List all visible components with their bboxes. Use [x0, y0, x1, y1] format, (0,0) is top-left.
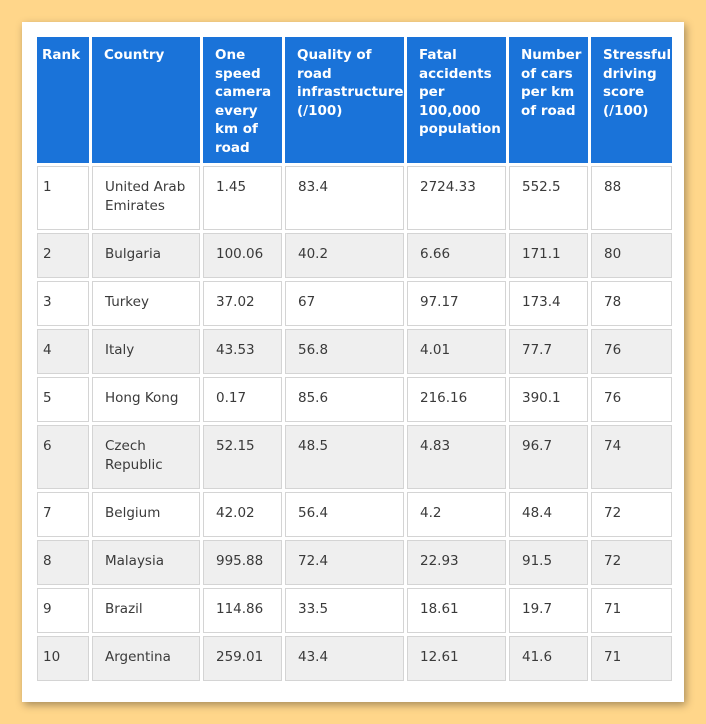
cell-country: United Arab Emirates	[92, 166, 200, 230]
cell-stress-score: 71	[591, 636, 672, 681]
cell-speed-camera: 42.02	[203, 492, 282, 537]
cell-speed-camera: 114.86	[203, 588, 282, 633]
cell-fatal-accidents: 18.61	[407, 588, 506, 633]
stressful-driving-table: Rank Country One speed camera every km o…	[34, 34, 675, 684]
cell-speed-camera: 43.53	[203, 329, 282, 374]
cell-country: Belgium	[92, 492, 200, 537]
cell-country: Italy	[92, 329, 200, 374]
cell-fatal-accidents: 4.01	[407, 329, 506, 374]
cell-fatal-accidents: 4.83	[407, 425, 506, 489]
cell-road-quality: 48.5	[285, 425, 404, 489]
table-row: 2 Bulgaria 100.06 40.2 6.66 171.1 80	[37, 233, 672, 278]
cell-fatal-accidents: 216.16	[407, 377, 506, 422]
cell-rank: 4	[37, 329, 89, 374]
cell-stress-score: 88	[591, 166, 672, 230]
cell-rank: 5	[37, 377, 89, 422]
cell-cars-per-km: 41.6	[509, 636, 588, 681]
cell-stress-score: 71	[591, 588, 672, 633]
cell-country: Turkey	[92, 281, 200, 326]
header-stress-score: Stressful driving score (/100)	[591, 37, 672, 163]
cell-country: Brazil	[92, 588, 200, 633]
cell-stress-score: 76	[591, 329, 672, 374]
header-speed-camera: One speed camera every km of road	[203, 37, 282, 163]
cell-fatal-accidents: 2724.33	[407, 166, 506, 230]
header-cars-per-km: Number of cars per km of road	[509, 37, 588, 163]
cell-speed-camera: 259.01	[203, 636, 282, 681]
cell-road-quality: 83.4	[285, 166, 404, 230]
cell-cars-per-km: 173.4	[509, 281, 588, 326]
cell-country: Czech Republic	[92, 425, 200, 489]
cell-country: Hong Kong	[92, 377, 200, 422]
cell-speed-camera: 995.88	[203, 540, 282, 585]
cell-rank: 9	[37, 588, 89, 633]
table-row: 4 Italy 43.53 56.8 4.01 77.7 76	[37, 329, 672, 374]
table-row: 9 Brazil 114.86 33.5 18.61 19.7 71	[37, 588, 672, 633]
table-row: 7 Belgium 42.02 56.4 4.2 48.4 72	[37, 492, 672, 537]
cell-speed-camera: 0.17	[203, 377, 282, 422]
cell-fatal-accidents: 4.2	[407, 492, 506, 537]
cell-country: Bulgaria	[92, 233, 200, 278]
cell-cars-per-km: 552.5	[509, 166, 588, 230]
cell-cars-per-km: 48.4	[509, 492, 588, 537]
cell-cars-per-km: 96.7	[509, 425, 588, 489]
header-road-quality: Quality of road infrastructure (/100)	[285, 37, 404, 163]
header-row: Rank Country One speed camera every km o…	[37, 37, 672, 163]
table-row: 6 Czech Republic 52.15 48.5 4.83 96.7 74	[37, 425, 672, 489]
cell-speed-camera: 1.45	[203, 166, 282, 230]
cell-speed-camera: 37.02	[203, 281, 282, 326]
cell-country: Malaysia	[92, 540, 200, 585]
cell-road-quality: 43.4	[285, 636, 404, 681]
cell-fatal-accidents: 6.66	[407, 233, 506, 278]
cell-cars-per-km: 19.7	[509, 588, 588, 633]
cell-cars-per-km: 171.1	[509, 233, 588, 278]
cell-cars-per-km: 390.1	[509, 377, 588, 422]
cell-rank: 7	[37, 492, 89, 537]
cell-rank: 1	[37, 166, 89, 230]
cell-rank: 3	[37, 281, 89, 326]
header-country: Country	[92, 37, 200, 163]
cell-stress-score: 80	[591, 233, 672, 278]
header-rank: Rank	[37, 37, 89, 163]
header-fatal-accidents: Fatal accidents per 100,000 population	[407, 37, 506, 163]
cell-cars-per-km: 77.7	[509, 329, 588, 374]
cell-fatal-accidents: 12.61	[407, 636, 506, 681]
table-row: 8 Malaysia 995.88 72.4 22.93 91.5 72	[37, 540, 672, 585]
cell-rank: 2	[37, 233, 89, 278]
cell-stress-score: 72	[591, 540, 672, 585]
cell-fatal-accidents: 22.93	[407, 540, 506, 585]
cell-road-quality: 33.5	[285, 588, 404, 633]
cell-road-quality: 72.4	[285, 540, 404, 585]
cell-fatal-accidents: 97.17	[407, 281, 506, 326]
cell-road-quality: 67	[285, 281, 404, 326]
cell-cars-per-km: 91.5	[509, 540, 588, 585]
cell-rank: 8	[37, 540, 89, 585]
cell-rank: 10	[37, 636, 89, 681]
cell-rank: 6	[37, 425, 89, 489]
cell-road-quality: 56.4	[285, 492, 404, 537]
cell-country: Argentina	[92, 636, 200, 681]
cell-stress-score: 74	[591, 425, 672, 489]
cell-speed-camera: 52.15	[203, 425, 282, 489]
table-card: Rank Country One speed camera every km o…	[22, 22, 684, 702]
table-row: 10 Argentina 259.01 43.4 12.61 41.6 71	[37, 636, 672, 681]
cell-stress-score: 76	[591, 377, 672, 422]
table-row: 1 United Arab Emirates 1.45 83.4 2724.33…	[37, 166, 672, 230]
cell-speed-camera: 100.06	[203, 233, 282, 278]
table-row: 5 Hong Kong 0.17 85.6 216.16 390.1 76	[37, 377, 672, 422]
cell-stress-score: 78	[591, 281, 672, 326]
cell-road-quality: 56.8	[285, 329, 404, 374]
cell-stress-score: 72	[591, 492, 672, 537]
table-row: 3 Turkey 37.02 67 97.17 173.4 78	[37, 281, 672, 326]
cell-road-quality: 85.6	[285, 377, 404, 422]
cell-road-quality: 40.2	[285, 233, 404, 278]
